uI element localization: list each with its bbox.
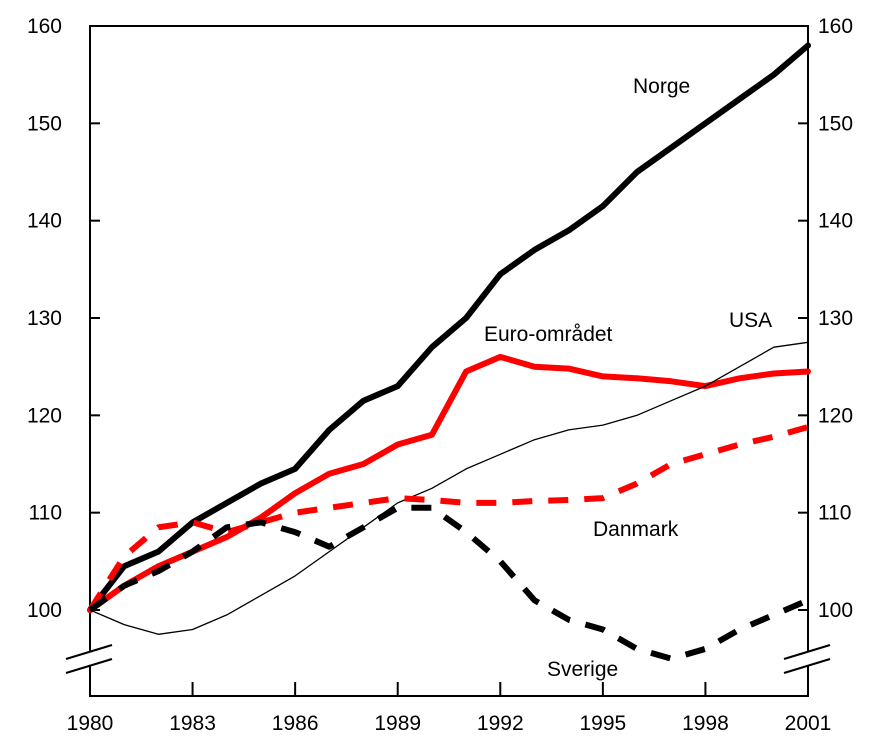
y-tick-label-left: 130 [27,307,62,330]
axis-break-gap-right [786,652,830,666]
series-label-euro-omradet: Euro-området [484,323,613,346]
series-line-sverige [88,504,810,662]
x-tick-label: 2001 [785,712,832,735]
y-tick-label-right: 140 [818,210,853,233]
x-tick-label: 1989 [374,712,421,735]
series-line-norge [87,42,811,613]
plot-frame [89,25,809,697]
x-tick-label: 1998 [682,712,729,735]
series-label-norge: Norge [633,75,690,98]
x-tick-label: 1986 [272,712,319,735]
y-tick-label-right: 130 [818,307,853,330]
series-line-euro-omradet [87,353,811,613]
plot-border [89,25,809,697]
y-tick-label-right: 100 [818,599,853,622]
x-tick-label: 1980 [67,712,114,735]
y-axis-break-marks [65,644,831,674]
series-label-usa: USA [729,309,772,332]
y-tick-label-left: 120 [27,404,62,427]
y-tick-label-right: 110 [818,502,851,525]
axis-break-slash-upper-left [65,644,113,660]
series-line-danmark [87,424,809,612]
y-tick-label-left: 160 [27,15,62,38]
x-tick-label: 1995 [579,712,626,735]
y-tick-label-right: 160 [818,15,853,38]
y-tick-label-left: 140 [27,210,62,233]
x-tick-label: 1983 [169,712,216,735]
axis-break-slash-lower-right [783,658,831,674]
series-line-usa [89,341,809,635]
y-tick-label-right: 120 [818,404,853,427]
axis-break-gap-left [68,652,112,666]
y-tick-label-left: 100 [27,599,62,622]
series-label-sverige: Sverige [547,658,618,681]
y-axis-left: 100 110 120 130 140 150 160 [27,15,100,622]
x-tick-label: 1992 [477,712,524,735]
y-tick-label-left: 150 [27,112,62,135]
axis-break-slash-upper-right [783,644,831,660]
axis-break-slash-lower-left [65,658,113,674]
y-tick-label-right: 150 [818,112,853,135]
y-tick-label-left: 110 [29,502,62,525]
series-lines [87,42,811,662]
x-axis: 1980 1983 1986 1989 1992 1995 1998 2001 [67,682,832,735]
y-axis-right: 100 110 120 130 140 150 160 [798,15,853,622]
series-label-danmark: Danmark [593,518,679,541]
